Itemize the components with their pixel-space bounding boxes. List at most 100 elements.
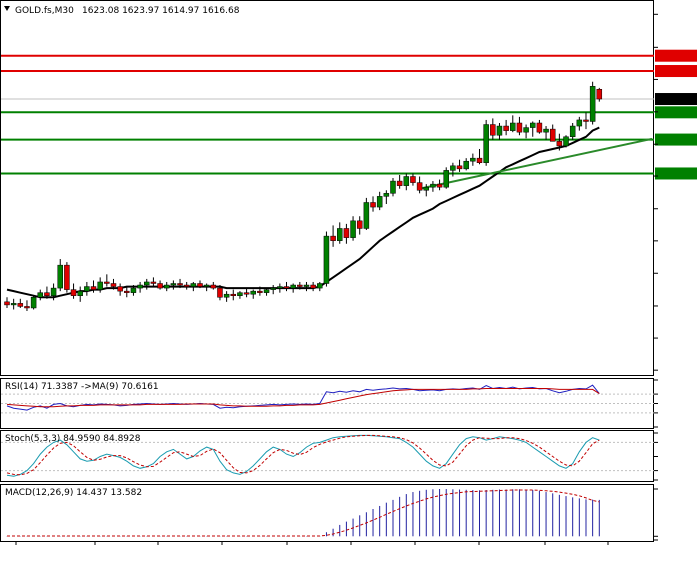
bear-candle xyxy=(283,286,290,289)
bear-candle xyxy=(90,286,97,290)
level-tag xyxy=(655,167,697,180)
bull-candle xyxy=(250,290,256,295)
bull-candle xyxy=(529,122,536,128)
rsi-layer xyxy=(1,384,654,414)
bull-candle xyxy=(569,125,576,138)
bear-candle xyxy=(243,292,250,295)
bear-candle xyxy=(257,290,263,293)
bull-candle xyxy=(510,122,516,131)
bull-candle xyxy=(190,283,197,287)
bear-candle xyxy=(583,119,589,122)
bull-candle xyxy=(463,160,469,170)
stoch-signal-line xyxy=(6,434,600,476)
bull-candle xyxy=(77,290,83,296)
bull-candle xyxy=(97,281,103,290)
stoch-layer xyxy=(1,434,654,477)
bull-candle xyxy=(163,284,170,289)
bull-candle xyxy=(403,176,410,186)
bull-candle xyxy=(30,297,37,309)
bear-candle xyxy=(596,88,603,100)
bull-candle xyxy=(563,136,569,147)
bear-candle xyxy=(210,284,217,289)
rsi-ma-line xyxy=(6,388,600,408)
candles-layer xyxy=(4,81,603,312)
bear-candle xyxy=(490,124,496,136)
level-tag xyxy=(655,133,697,146)
bear-candle xyxy=(230,293,237,296)
bull-candle xyxy=(430,183,436,188)
bull-candle xyxy=(443,170,449,188)
bear-candle xyxy=(24,306,30,309)
bull-candle xyxy=(496,125,503,136)
bear-candle xyxy=(157,283,163,289)
bull-candle xyxy=(223,293,230,298)
levels-layer xyxy=(1,49,697,180)
bear-candle xyxy=(343,228,350,238)
bear-candle xyxy=(436,183,443,188)
bear-candle xyxy=(117,286,123,292)
bull-candle xyxy=(337,228,343,241)
axis-layer xyxy=(15,13,658,545)
bear-candle xyxy=(310,284,316,289)
symbol-label: GOLD.fs,M30 xyxy=(15,6,74,16)
bull-candle xyxy=(390,180,396,194)
macd-pane-frame xyxy=(0,484,654,542)
bear-candle xyxy=(197,283,203,287)
bull-candle xyxy=(543,128,549,133)
bear-candle xyxy=(183,284,190,287)
level-tag xyxy=(655,106,697,119)
rsi-line xyxy=(6,384,600,411)
bear-candle xyxy=(416,182,423,191)
macd-title: MACD(12,26,9) 14.437 13.582 xyxy=(5,488,142,498)
bear-candle xyxy=(70,289,77,296)
bear-candle xyxy=(110,283,117,287)
bull-candle xyxy=(450,165,456,171)
bull-candle xyxy=(144,281,150,286)
bear-candle xyxy=(64,264,70,290)
trend-line xyxy=(419,137,653,190)
bull-candle xyxy=(10,303,17,306)
bull-candle xyxy=(270,287,276,290)
bull-candle xyxy=(84,286,90,292)
bull-candle xyxy=(203,284,210,287)
bear-candle xyxy=(536,122,543,133)
bull-candle xyxy=(237,292,243,296)
trend-layer xyxy=(419,137,653,190)
bear-candle xyxy=(549,128,556,142)
bull-candle xyxy=(470,157,476,162)
bull-candle xyxy=(376,196,383,208)
stoch-title: Stoch(5,3,3) 84.9590 84.8928 xyxy=(5,434,141,444)
bull-candle xyxy=(423,186,430,191)
bear-candle xyxy=(370,202,376,208)
bull-candle xyxy=(50,287,57,296)
level-tag xyxy=(655,65,697,78)
bull-candle xyxy=(37,292,44,298)
bull-candle xyxy=(350,220,356,238)
stoch-main-line xyxy=(6,434,600,477)
bear-candle xyxy=(476,157,483,163)
symbol-dropdown-icon[interactable] xyxy=(4,6,10,11)
bear-candle xyxy=(297,284,303,287)
price-pane-frame xyxy=(0,0,654,376)
bear-candle xyxy=(150,281,157,284)
macd-signal-line xyxy=(7,489,600,537)
bull-candle xyxy=(363,202,370,229)
bear-candle xyxy=(4,301,10,306)
bull-candle xyxy=(383,193,390,197)
bull-candle xyxy=(323,235,330,284)
bull-candle xyxy=(589,86,596,122)
current-price-tag xyxy=(655,93,697,106)
bull-candle xyxy=(317,283,323,289)
bear-candle xyxy=(44,292,50,296)
bull-candle xyxy=(290,284,296,289)
bull-candle xyxy=(263,289,270,293)
bear-candle xyxy=(330,235,336,241)
bear-candle xyxy=(456,165,463,170)
bear-candle xyxy=(516,122,523,133)
bear-candle xyxy=(177,283,183,286)
bear-candle xyxy=(356,220,363,229)
bull-candle xyxy=(523,127,529,133)
bear-candle xyxy=(17,303,24,307)
bull-candle xyxy=(576,119,583,127)
